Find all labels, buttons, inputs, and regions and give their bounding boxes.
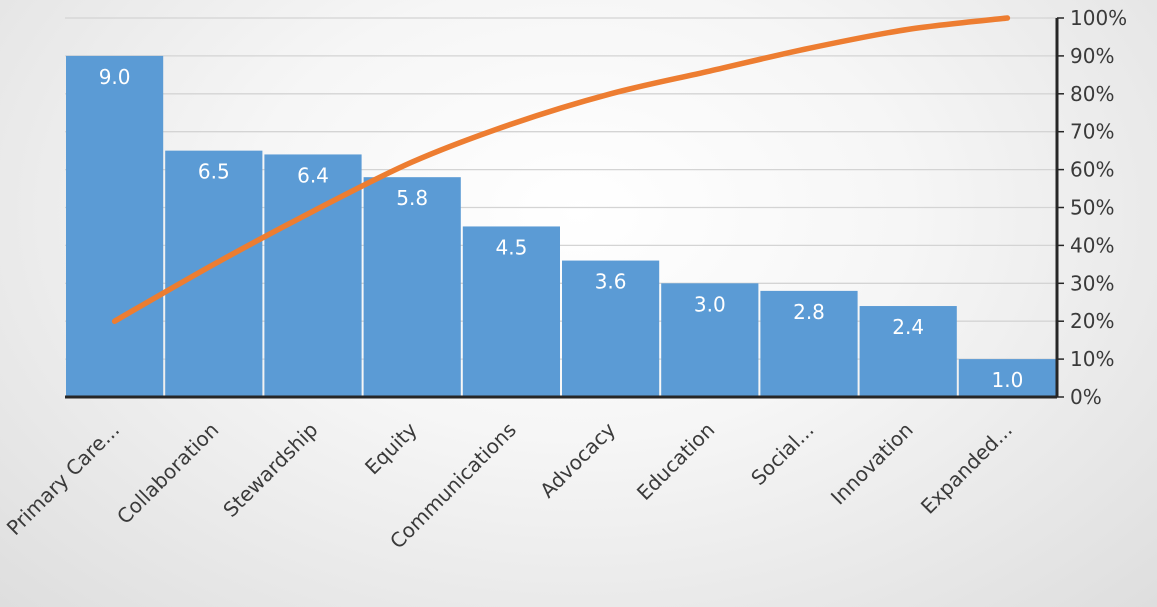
category-label: Social... (746, 418, 818, 490)
secondary-axis-tick-label: 0% (1070, 385, 1102, 409)
category-label: Innovation (826, 418, 918, 510)
bar (462, 226, 560, 397)
bar-data-label: 3.0 (694, 292, 726, 316)
bars (66, 55, 1056, 398)
bar (958, 359, 1056, 397)
bar (859, 306, 957, 397)
bar-data-label: 4.5 (495, 235, 527, 259)
secondary-axis-tick-label: 40% (1070, 233, 1114, 257)
secondary-axis-tick-label: 70% (1070, 120, 1114, 144)
bar-data-label: 5.8 (396, 186, 428, 210)
category-label: Expanded... (916, 418, 1017, 519)
bar (363, 177, 461, 397)
bar-data-label: 6.4 (297, 163, 329, 187)
bar (661, 283, 759, 397)
bar (562, 260, 660, 397)
category-label: Primary Care... (2, 418, 124, 540)
secondary-axis-tick-label: 50% (1070, 196, 1114, 220)
cumulative-line-group (111, 15, 1011, 324)
bar (760, 290, 858, 397)
cumulative-line (111, 15, 1011, 324)
secondary-axis-tick-label: 80% (1070, 82, 1114, 106)
secondary-axis-tick-label: 90% (1070, 44, 1114, 68)
bar-data-label: 1.0 (991, 368, 1023, 392)
axes (65, 17, 1064, 399)
bar-data-label: 2.8 (793, 300, 825, 324)
bar-data-label: 3.6 (595, 270, 627, 294)
bar (165, 150, 263, 397)
category-label: Advocacy (535, 417, 620, 502)
secondary-axis-tick-label: 20% (1070, 309, 1114, 333)
category-label: Education (632, 418, 719, 505)
bar-data-label: 9.0 (99, 65, 131, 89)
bar-data-label: 6.5 (198, 160, 230, 184)
category-label: Collaboration (112, 418, 223, 529)
category-label: Equity (360, 417, 422, 479)
secondary-axis-tick-label: 30% (1070, 271, 1114, 295)
secondary-axis-tick-label: 10% (1070, 347, 1114, 371)
category-label: Stewardship (218, 418, 322, 522)
secondary-axis-tick-label: 60% (1070, 158, 1114, 182)
bar (66, 55, 164, 398)
bar-data-label: 2.4 (892, 315, 924, 339)
secondary-axis-tick-label: 100% (1070, 6, 1127, 30)
